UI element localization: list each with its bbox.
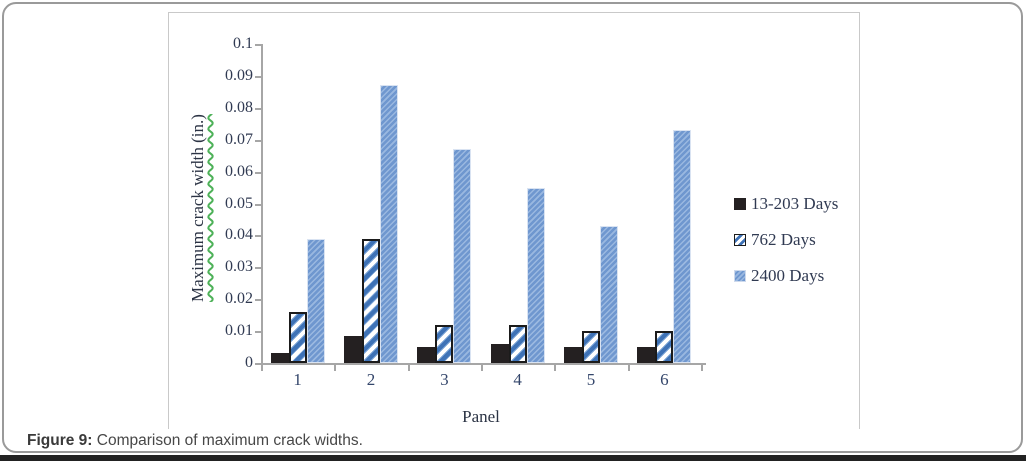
bar-2400-days-panel-3 xyxy=(453,149,472,363)
legend-swatch-fine-stripe xyxy=(734,270,746,282)
x-category-label: 1 xyxy=(293,370,302,389)
x-category-label: 5 xyxy=(586,370,596,389)
x-category-label: 3 xyxy=(440,370,449,389)
bar-chart: Maximum crack width (in.) 0.1 0.09 0.08 0.0… xyxy=(168,12,860,429)
bar-13-203-days-panel-3 xyxy=(417,347,436,363)
bar-762-days-panel-4 xyxy=(508,325,527,363)
bar-2400-days-panel-1 xyxy=(306,239,325,363)
bar-13-203-days-panel-1 xyxy=(270,353,289,363)
y-tick-label: 0.09 xyxy=(225,66,253,84)
chart-legend: 13-203 Days 762 Days 2400 Days xyxy=(734,193,854,301)
x-category-label: 2 xyxy=(366,370,376,389)
legend-label: 13-203 Days xyxy=(751,194,839,213)
y-tick-label: 0.04 xyxy=(225,226,253,244)
bar-762-days-panel-3 xyxy=(435,325,454,363)
legend-item: 762 Days xyxy=(734,229,854,251)
legend-label: 762 Days xyxy=(751,230,816,249)
x-tick-mark xyxy=(261,364,263,371)
page-bottom-strip xyxy=(0,455,1026,461)
y-tick-label: 0.02 xyxy=(225,290,253,308)
bar-762-days-panel-2 xyxy=(362,239,380,363)
x-category-label: 4 xyxy=(513,370,522,389)
y-tick-mark xyxy=(255,299,261,302)
bar-762-days-panel-1 xyxy=(288,312,307,363)
bar-13-203-days-panel-6 xyxy=(637,347,656,363)
y-tick-label: 0.05 xyxy=(225,194,253,212)
y-tick-label: 0.08 xyxy=(225,98,253,116)
bar-2400-days-panel-2 xyxy=(380,85,398,363)
bar-13-203-days-panel-5 xyxy=(564,347,582,363)
bar-13-203-days-panel-4 xyxy=(490,344,509,363)
x-category-label: 6 xyxy=(660,370,669,389)
x-tick-mark xyxy=(554,364,557,371)
y-tick-label: 0.07 xyxy=(225,130,253,148)
x-tick-mark xyxy=(481,364,483,371)
y-tick-mark xyxy=(255,331,261,334)
y-tick-mark xyxy=(255,363,261,365)
bar-13-203-days-panel-2 xyxy=(344,336,362,363)
legend-item: 2400 Days xyxy=(734,265,854,287)
y-tick-label: 0 xyxy=(245,354,253,371)
y-tick-label: 0.06 xyxy=(225,162,253,180)
legend-swatch-wide-stripe xyxy=(734,234,746,246)
y-tick-label: 0.01 xyxy=(225,322,253,340)
bar-762-days-panel-5 xyxy=(582,331,600,363)
y-axis-line xyxy=(261,44,263,365)
y-tick-mark xyxy=(255,267,261,270)
x-axis-line xyxy=(261,363,706,365)
y-tick-mark xyxy=(255,203,261,206)
y-tick-mark xyxy=(255,107,261,110)
y-tick-mark xyxy=(255,44,261,46)
x-axis-title: Panel xyxy=(462,407,500,426)
bar-2400-days-panel-6 xyxy=(673,130,692,363)
bar-2400-days-panel-5 xyxy=(600,226,618,363)
x-tick-mark xyxy=(334,364,337,371)
bar-2400-days-panel-4 xyxy=(526,188,545,363)
legend-item: 13-203 Days xyxy=(734,193,854,215)
figure-caption-label: Figure 9: xyxy=(27,432,93,449)
x-tick-mark xyxy=(701,364,703,371)
figure-caption: Figure 9: Comparison of maximum crack wi… xyxy=(27,432,363,450)
legend-swatch-solid-black xyxy=(734,198,746,210)
figure-caption-text: Comparison of maximum crack widths. xyxy=(92,432,363,449)
x-tick-mark xyxy=(627,364,630,371)
y-tick-mark xyxy=(255,171,261,174)
y-tick-mark xyxy=(255,235,261,238)
y-tick-label: 0.1 xyxy=(233,35,253,52)
y-tick-label: 0.03 xyxy=(225,258,253,276)
y-tick-mark xyxy=(255,75,261,78)
bar-762-days-panel-6 xyxy=(655,331,674,363)
x-tick-mark xyxy=(407,364,410,371)
legend-label: 2400 Days xyxy=(751,266,825,285)
y-tick-mark xyxy=(255,139,261,142)
